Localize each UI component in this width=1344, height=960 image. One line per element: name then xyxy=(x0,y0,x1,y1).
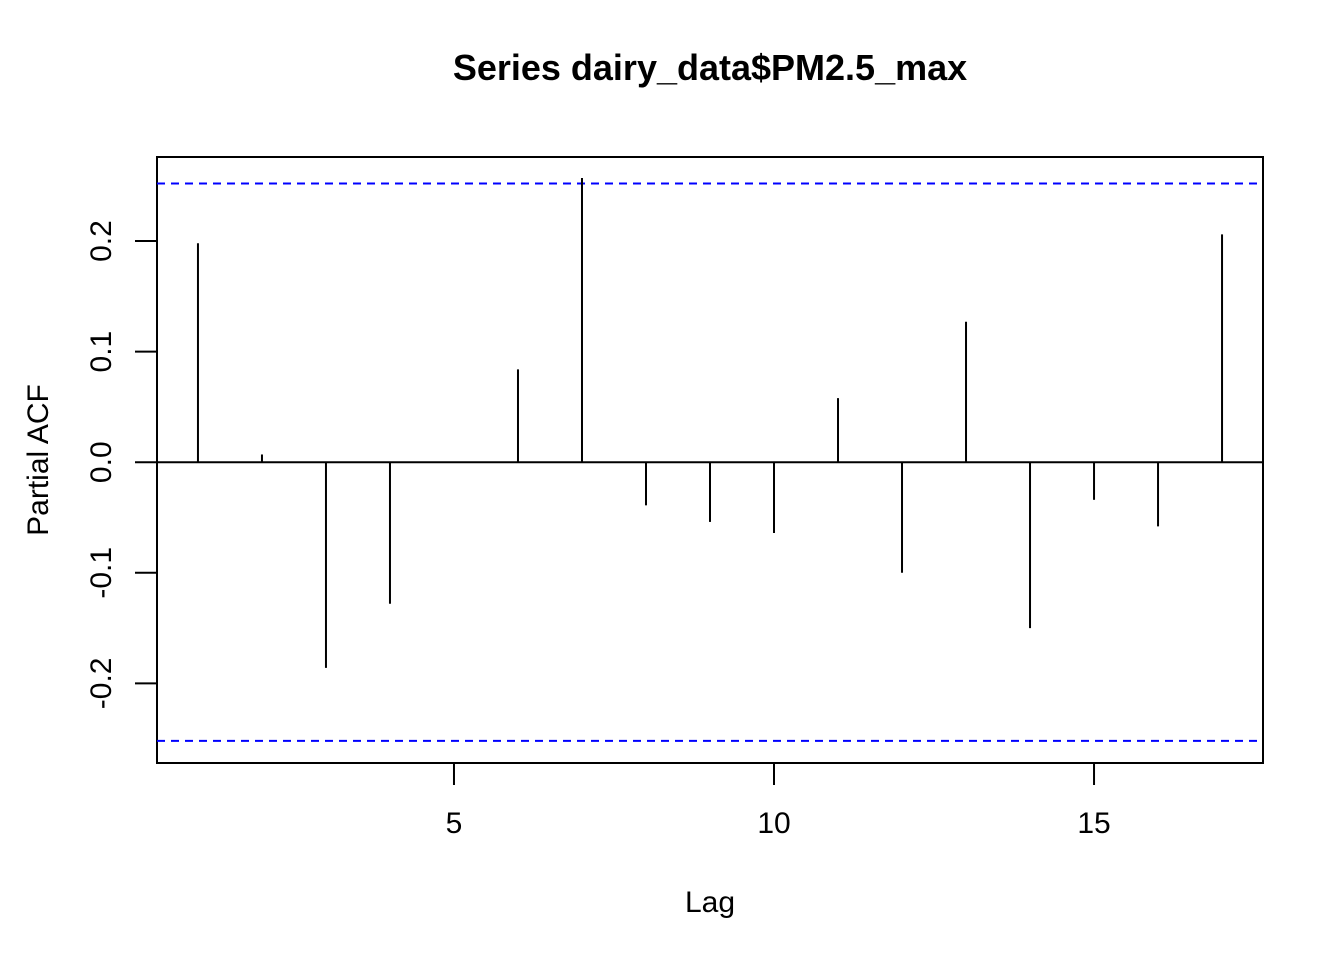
x-tick-label: 15 xyxy=(1077,807,1110,840)
plot-frame xyxy=(156,156,1264,764)
chart-title: Series dairy_data$PM2.5_max xyxy=(453,47,967,88)
y-tick-label: 0.1 xyxy=(85,331,118,373)
y-tick-label: 0.2 xyxy=(85,220,118,262)
y-tick-label: 0.0 xyxy=(85,441,118,483)
y-tick-label: -0.1 xyxy=(85,547,118,599)
y-axis-label: Partial ACF xyxy=(22,384,55,536)
x-axis-label: Lag xyxy=(685,886,735,919)
x-tick-label: 5 xyxy=(446,807,463,840)
x-tick-label: 10 xyxy=(757,807,790,840)
y-tick-label: -0.2 xyxy=(85,658,118,710)
